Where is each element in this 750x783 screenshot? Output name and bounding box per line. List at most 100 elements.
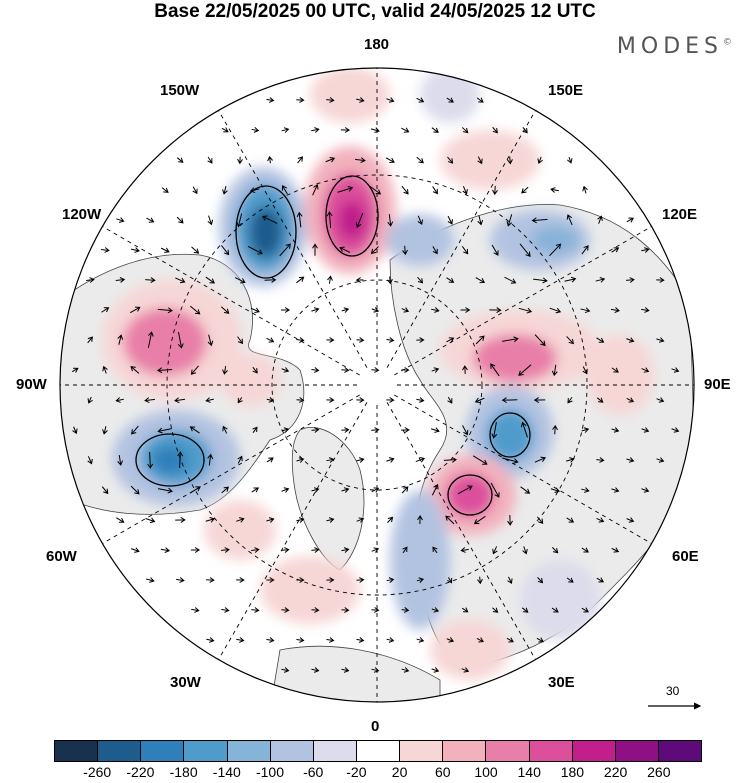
wind-arrow (72, 426, 78, 435)
wind-arrow (432, 186, 438, 195)
wind-arrow (507, 156, 513, 165)
wind-arrow (536, 516, 544, 524)
contours (135, 175, 531, 516)
wind-arrow (432, 546, 438, 554)
wind-arrow (266, 337, 275, 343)
lon-label-90w: 90W (16, 376, 47, 393)
wind-arrow (279, 243, 291, 257)
colorbar-tick-label: -60 (303, 764, 324, 780)
lon-label-30e: 30E (548, 674, 575, 691)
wind-arrow (537, 156, 543, 165)
wind-arrow (626, 397, 635, 403)
wind-arrow (430, 427, 440, 433)
wind-arrow (611, 547, 620, 553)
wind-arrow (656, 397, 665, 403)
wind-arrow (536, 637, 544, 643)
wind-arrow (477, 576, 483, 585)
meridian-line (218, 402, 368, 660)
wind-arrow (207, 215, 214, 226)
wind-arrow (446, 277, 455, 283)
wind-arrow (174, 397, 186, 404)
wind-arrow (296, 97, 305, 103)
wind-arrow (356, 517, 365, 523)
wind-arrow (506, 637, 514, 643)
wind-arrow (550, 187, 559, 193)
wind-arrow (339, 246, 351, 253)
wind-arrow (551, 364, 558, 377)
wind-arrow (341, 547, 350, 553)
wind-arrow (401, 427, 410, 433)
meridian-line (218, 110, 368, 368)
wind-arrow (117, 454, 124, 466)
wind-arrow (221, 547, 230, 553)
wind-arrow (371, 307, 380, 313)
colorbar-tick-label: -180 (169, 764, 198, 780)
wind-arrow (472, 455, 488, 465)
wind-arrow (281, 127, 290, 133)
wind-arrow (311, 427, 320, 433)
wind-arrow (160, 547, 171, 553)
wind-arrow (431, 307, 440, 313)
wind-arrow (492, 126, 498, 134)
wind-arrow (205, 397, 214, 403)
wind-arrow (596, 337, 605, 343)
wind-arrow (551, 546, 559, 554)
wind-arrow (416, 156, 424, 164)
wind-arrow (626, 217, 635, 223)
wind-arrow (296, 211, 303, 228)
wind-arrow (145, 517, 156, 524)
wind-arrow (251, 547, 260, 553)
wind-arrow (296, 457, 305, 463)
lon-label-60e: 60E (672, 548, 699, 565)
wind-arrow (507, 515, 513, 526)
wind-arrow (207, 156, 213, 164)
wind-arrow (205, 517, 216, 523)
wind-arrow (327, 275, 333, 284)
wind-arrow (447, 577, 453, 584)
map-disk (60, 68, 694, 702)
colorbar-swatch (443, 741, 487, 761)
wind-arrow (176, 577, 185, 583)
wind-arrow (416, 577, 425, 583)
wind-arrow (326, 397, 335, 403)
wind-arrow (207, 453, 214, 466)
wind-arrow (175, 517, 186, 523)
colorbar-swatch (227, 741, 271, 761)
wind-arrow (176, 216, 184, 224)
wind-arrow (671, 427, 680, 433)
wind-arrow (537, 577, 544, 584)
wind-arrow (457, 485, 473, 495)
wind-arrow (567, 396, 573, 404)
wind-arrow (311, 487, 320, 493)
wind-arrow (87, 396, 93, 404)
wind-arrow (147, 331, 154, 348)
wind-arrow (176, 157, 184, 163)
wind-arrow (236, 577, 245, 583)
wind-arrow (549, 307, 562, 314)
brand-text: MODES (616, 34, 723, 59)
wind-arrow (656, 277, 665, 283)
map-border (59, 67, 695, 703)
wind-arrow (222, 185, 228, 195)
wind-arrow (222, 365, 228, 375)
wind-arrow (671, 367, 680, 373)
wind-arrow (281, 667, 290, 673)
wind-arrow (206, 637, 215, 643)
wind-arrow (385, 157, 395, 163)
wind-arrow (491, 422, 498, 439)
wind-arrow (386, 397, 395, 403)
wind-arrow (221, 245, 230, 256)
wind-arrow (371, 367, 380, 373)
wind-arrow (247, 245, 263, 255)
colorbar-tick-label: -20 (346, 764, 367, 780)
wind-arrow (356, 637, 365, 643)
colorbar-tick-label: 100 (474, 764, 498, 780)
wind-arrow (416, 97, 425, 103)
wind-arrow (401, 667, 410, 673)
wind-arrow (192, 186, 198, 195)
wind-arrow (475, 335, 485, 345)
wind-arrow (582, 185, 588, 194)
wind-arrow (341, 607, 350, 613)
wind-scale-label: 30 (666, 684, 680, 698)
wind-arrow (475, 277, 486, 284)
